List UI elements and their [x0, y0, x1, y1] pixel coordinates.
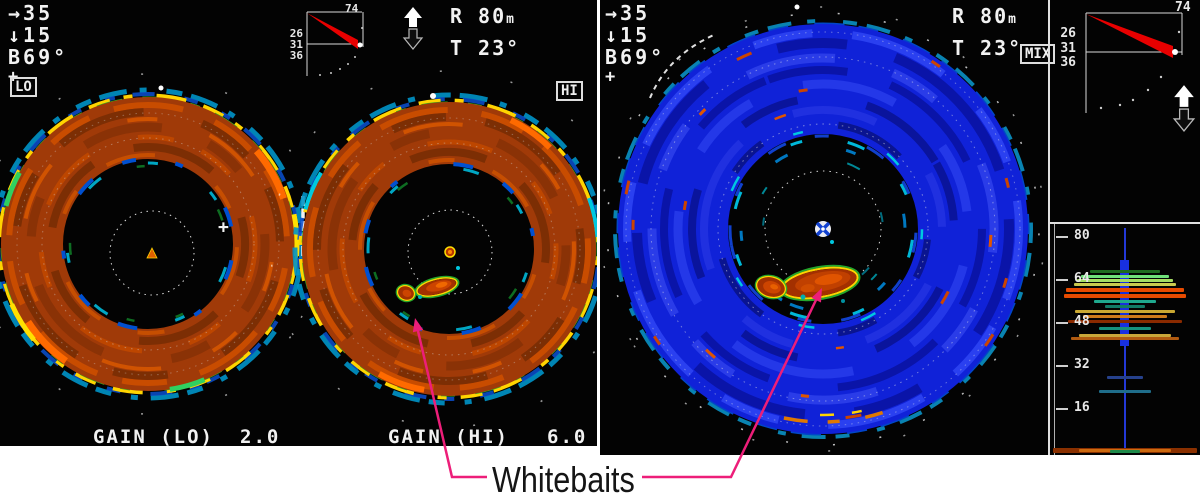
range-label: R	[952, 4, 967, 28]
fish-echo-hi	[395, 266, 460, 303]
histogram-bar	[1066, 288, 1184, 292]
beam-echo-column	[1120, 260, 1129, 346]
histogram-bar	[1079, 334, 1171, 337]
histogram-bar	[1075, 310, 1175, 313]
range-ring-lo	[109, 210, 195, 296]
sonar-display-mix[interactable]	[600, 0, 1048, 455]
mode-badge-mix: MIX	[1020, 44, 1056, 64]
tilt-label: T	[450, 36, 465, 60]
nav-readout: →35 ↓15 B69° +	[605, 2, 665, 86]
heading-dot-mix	[794, 4, 800, 10]
slant-tick-26: 26	[1060, 26, 1076, 41]
annotation-label: Whitebaits	[492, 459, 635, 500]
slant-range-indicator	[1085, 12, 1183, 113]
range-ring-mix	[764, 170, 882, 288]
depth-tick-16: 16	[1074, 400, 1090, 415]
gain-hi-label: GAIN (HI)	[388, 426, 509, 446]
slant-tick-36: 36	[1060, 55, 1076, 70]
heading-down-value: ↓15	[605, 23, 651, 47]
depth-tick-64: 64	[1074, 271, 1090, 286]
heading-down-value: ↓15	[8, 23, 54, 47]
fish-echo-mix	[754, 240, 861, 303]
gain-lo-label: GAIN (LO)	[93, 426, 214, 446]
tilt-arrows-icon	[402, 7, 424, 50]
tilt-wedge	[307, 13, 358, 49]
histogram-bar	[1083, 315, 1167, 318]
gain-lo-value: 2.0	[240, 426, 281, 446]
cross-mark: +	[605, 67, 616, 87]
heading-right-value: →35	[8, 1, 54, 25]
mode-badge-hi: HI	[556, 81, 583, 101]
histogram-bar	[1105, 305, 1145, 308]
histogram-bar	[1077, 279, 1173, 282]
slant-tick-36: 36	[289, 49, 303, 62]
sidebar-section-divider	[1050, 222, 1200, 224]
slant-max-label: 74	[1175, 0, 1191, 15]
dual-sonar-panel: →35 ↓15 B69° + LO HI 74 26 31 36	[0, 0, 597, 446]
histogram-bar	[1068, 320, 1182, 323]
histogram-bar	[1071, 337, 1179, 340]
arrow-down-icon	[402, 28, 424, 50]
heading-right-value: →35	[605, 1, 651, 25]
nav-readout: →35 ↓15 B69° +	[8, 2, 68, 86]
ownship-marker-lo	[146, 247, 158, 259]
tilt-wedge	[1086, 14, 1173, 58]
range-unit: m	[506, 12, 516, 27]
tilt-label: T	[952, 36, 967, 60]
depth-tick-80: 80	[1074, 228, 1090, 243]
sidebar-divider	[1048, 0, 1050, 455]
gain-hi-value: 6.0	[547, 426, 588, 446]
sonar-display-lo[interactable]	[0, 9, 383, 446]
depth-tick-32: 32	[1074, 357, 1090, 372]
slant-tick-26: 26	[289, 27, 303, 40]
range-tilt-readout: R 80m T 23°	[952, 2, 1022, 62]
trackball-cursor[interactable]: +	[218, 217, 229, 238]
range-ring-hi	[407, 209, 493, 295]
heading-dot-hi	[430, 93, 436, 99]
histogram-bar	[1081, 275, 1169, 278]
slant-max-label: 74	[345, 2, 359, 15]
ownship-marker-mix	[815, 221, 831, 237]
histogram-bar	[1090, 270, 1160, 273]
slant-range-indicator	[306, 11, 364, 76]
range-label: R	[450, 4, 465, 28]
slant-tick-31: 31	[289, 38, 303, 51]
histogram-bar	[1064, 294, 1186, 298]
tilt-arrows-icon	[1172, 85, 1196, 132]
arrow-up-icon	[1174, 85, 1194, 107]
mode-badge-lo: LO	[10, 77, 37, 97]
tilt-value: 23°	[980, 36, 1023, 60]
tilt-value: 23°	[478, 36, 521, 60]
range-tilt-readout: R 80m T 23°	[450, 2, 520, 62]
histogram-bar	[1107, 376, 1143, 379]
range-value: 80	[478, 4, 507, 28]
heading-dot-lo	[158, 85, 164, 91]
arrow-up-icon	[404, 7, 422, 27]
histogram-bar	[1099, 390, 1151, 393]
mix-sonar-panel: →35 ↓15 B69° + R 80m T 23° MIX	[600, 0, 1200, 455]
depth-axis	[1054, 224, 1055, 455]
range-value: 80	[980, 4, 1009, 28]
histogram-bar	[1110, 450, 1140, 453]
dual-sonar-display[interactable]	[0, 0, 597, 446]
histogram-bar	[1099, 327, 1151, 330]
bearing-value: B69°	[8, 45, 69, 69]
histogram-bar	[1094, 300, 1156, 303]
arrow-down-icon	[1172, 108, 1196, 132]
depth-tick-48: 48	[1074, 314, 1090, 329]
histogram-bar	[1074, 283, 1176, 286]
echo-distribution-histogram	[1050, 224, 1200, 455]
range-unit: m	[1008, 12, 1018, 27]
slant-tick-31: 31	[1060, 41, 1076, 56]
bearing-value: B69°	[605, 45, 666, 69]
